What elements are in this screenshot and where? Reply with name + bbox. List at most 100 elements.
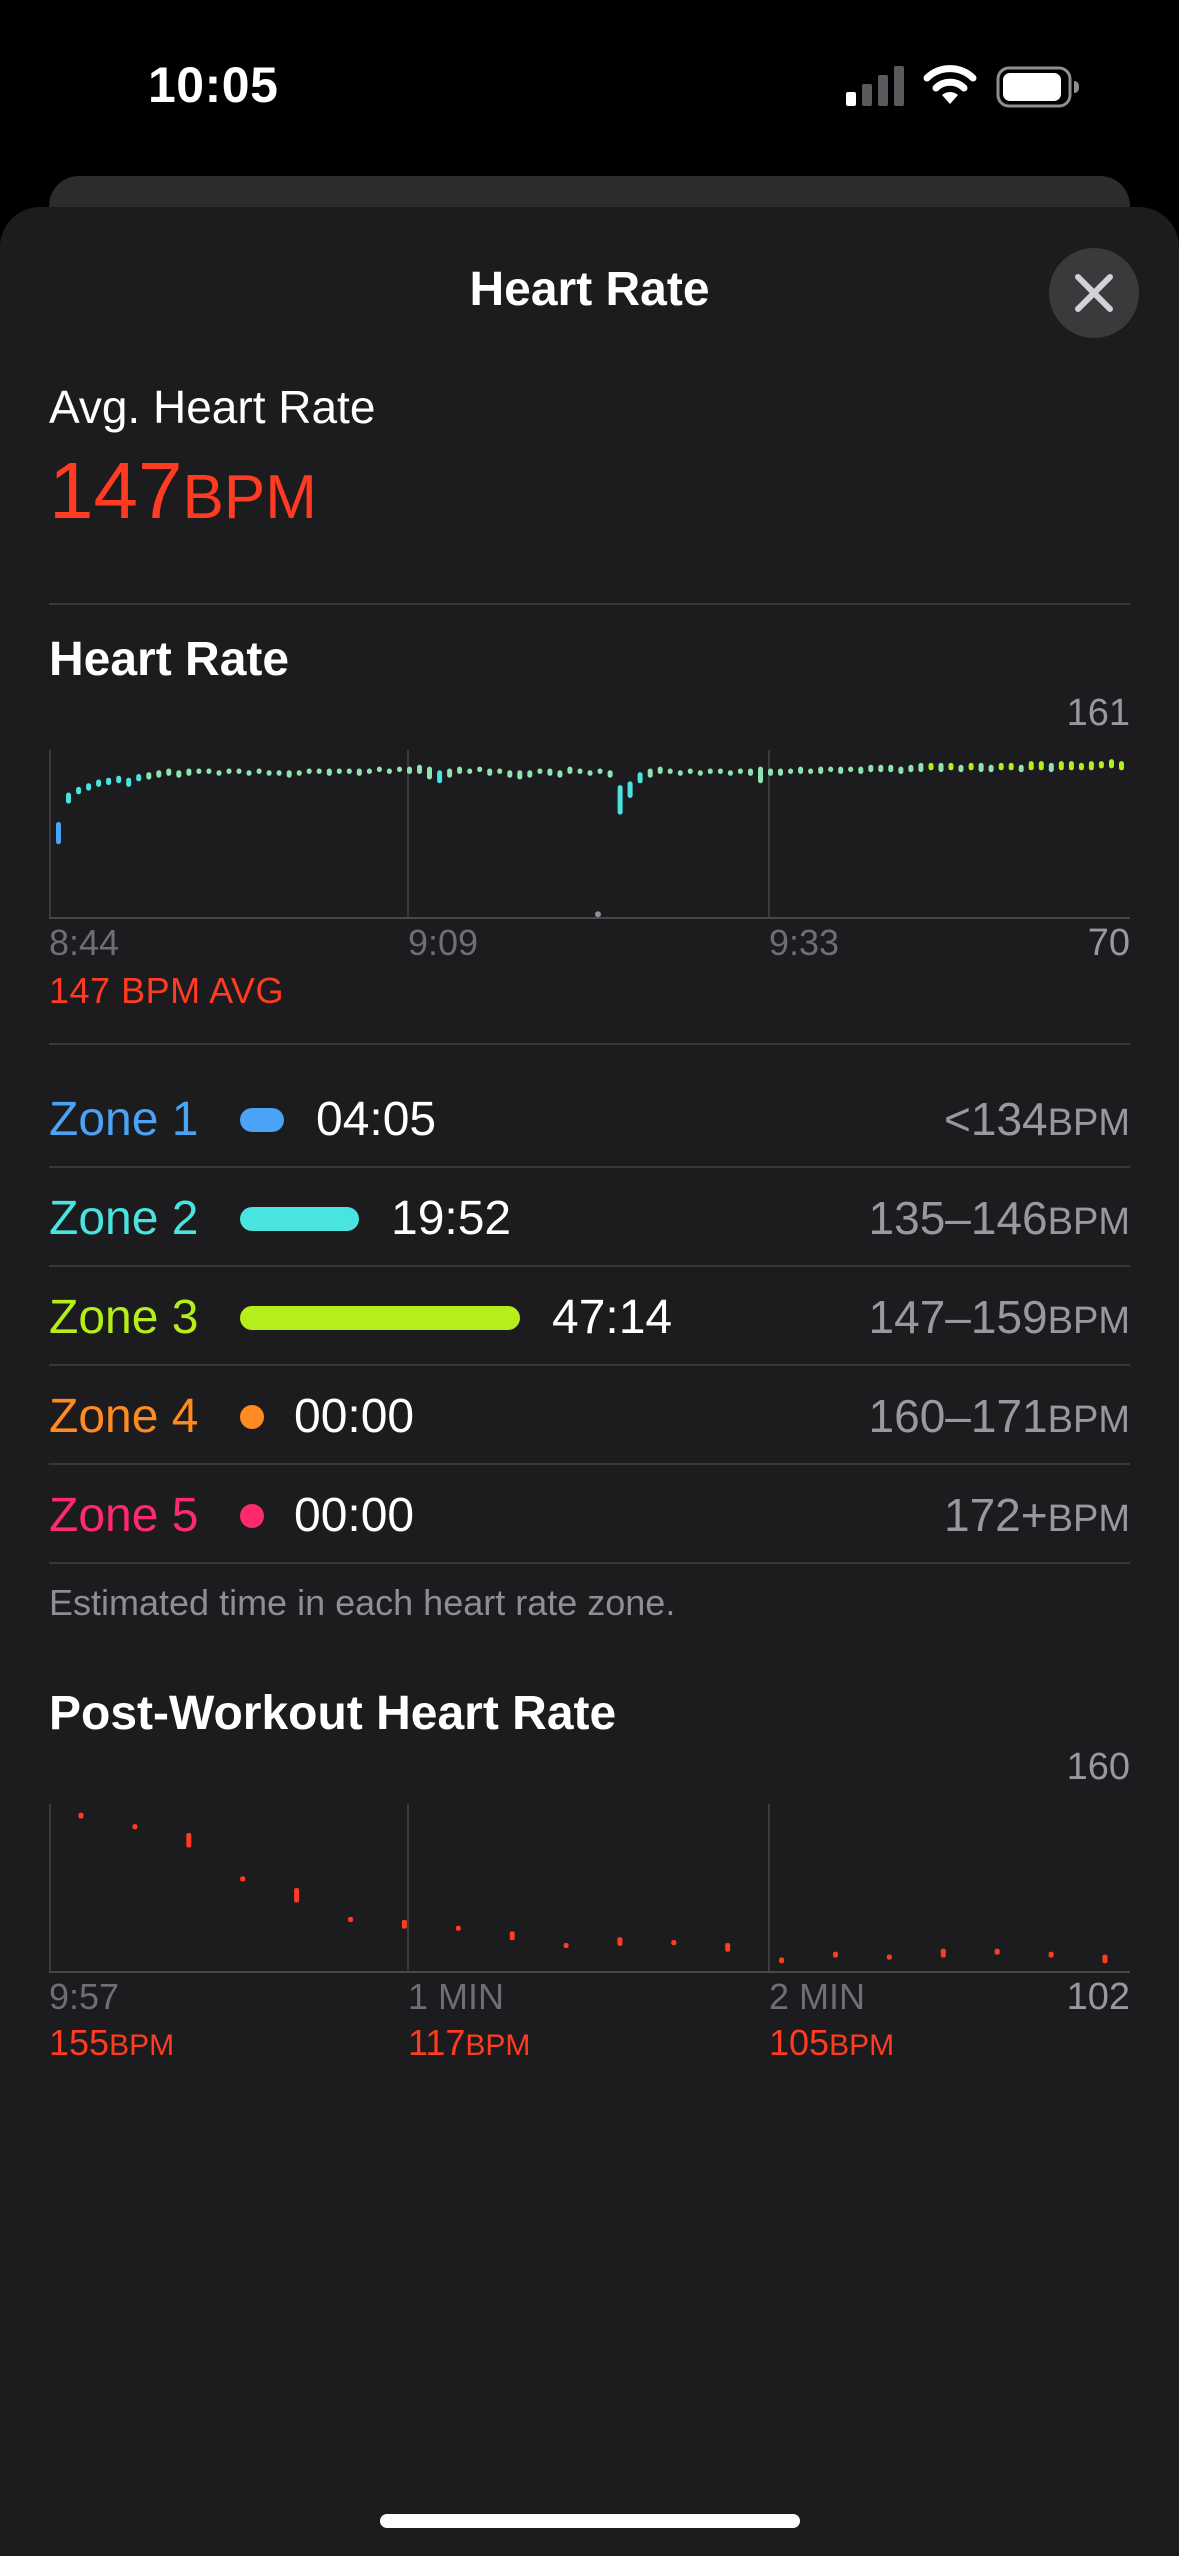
heart-rate-sheet — [0, 207, 1179, 2556]
heart-rate-bar — [547, 768, 553, 776]
heart-rate-bar — [176, 770, 182, 778]
zone-range-value: <134 — [944, 1093, 1048, 1145]
zone-range-unit: BPM — [1047, 1300, 1130, 1342]
post-workout-point — [779, 1957, 785, 1964]
post-workout-x-tick: 1 MIN — [408, 1976, 505, 2017]
heart-rate-x-tick: 9:33 — [769, 922, 840, 963]
post-workout-point — [833, 1951, 838, 1958]
heart-rate-bar — [397, 766, 402, 773]
post-workout-chart — [49, 1804, 1130, 1973]
heart-rate-bar — [888, 764, 894, 773]
post-workout-point — [563, 1943, 569, 1948]
heart-rate-bar — [697, 770, 703, 776]
heart-rate-bar — [948, 762, 954, 771]
post-workout-point — [671, 1940, 677, 1946]
heart-rate-bar — [457, 766, 463, 774]
zone-time: 00:00 — [294, 1390, 415, 1443]
heart-rate-bar — [76, 786, 82, 795]
heart-rate-bar — [758, 766, 763, 784]
heart-rate-bar — [256, 768, 262, 774]
zone-name: Zone 1 — [49, 1093, 199, 1146]
post-workout-y-min: 102 — [1066, 1976, 1130, 2018]
zone-range: 160–171BPM — [869, 1389, 1130, 1443]
heart-rate-bar — [1048, 762, 1054, 773]
heart-rate-bar — [306, 768, 312, 774]
heart-rate-bar — [417, 764, 422, 774]
stat-unit: BPM — [109, 2029, 175, 2062]
avg-value-unit: BPM — [182, 463, 317, 532]
heart-rate-bar — [607, 770, 613, 778]
heart-rate-bar — [316, 768, 322, 774]
post-workout-x-tick: 2 MIN — [769, 1976, 866, 2017]
heart-rate-bar — [617, 785, 623, 815]
heart-rate-bar — [326, 768, 332, 776]
stat-value: 117 — [408, 2022, 466, 2063]
heart-rate-bar — [858, 766, 864, 774]
avg-heart-rate-value: 147BPM — [49, 446, 317, 543]
heart-rate-bar — [1098, 761, 1104, 769]
heart-rate-bar — [798, 766, 804, 774]
post-workout-point — [1102, 1954, 1108, 1964]
zone-row: Zone 5 00:00 172+BPM — [49, 1466, 1130, 1564]
heart-rate-bar — [527, 770, 533, 778]
heart-rate-bar — [376, 766, 382, 773]
heart-rate-bar — [407, 766, 412, 774]
heart-rate-bar — [246, 770, 252, 776]
heart-rate-bar — [517, 770, 523, 780]
heart-rate-bar — [988, 764, 994, 773]
heart-rate-bar — [1109, 759, 1114, 769]
heart-rate-bar — [126, 777, 132, 787]
heart-rate-bar — [768, 768, 773, 776]
heart-rate-y-max: 161 — [1066, 692, 1130, 734]
status-time: 10:05 — [148, 57, 279, 113]
zone-duration-bar — [240, 1108, 284, 1132]
heart-rate-bar — [216, 770, 222, 776]
heart-rate-bar — [828, 766, 834, 773]
avg-heart-rate-label: Avg. Heart Rate — [49, 381, 376, 433]
heart-rate-outlier-point — [595, 911, 601, 918]
post-workout-point — [1048, 1951, 1054, 1958]
zone-time: 04:05 — [316, 1093, 437, 1146]
heart-rate-bar — [567, 766, 573, 774]
heart-rate-bar — [96, 779, 102, 787]
zone-name: Zone 4 — [49, 1390, 199, 1443]
stat-value: 105 — [769, 2022, 830, 2063]
post-workout-point — [348, 1917, 353, 1922]
zone-divider — [49, 1265, 1130, 1267]
heart-rate-bar — [898, 766, 904, 774]
post-workout-title: Post-Workout Heart Rate — [49, 1687, 617, 1740]
close-button[interactable] — [1049, 248, 1139, 338]
heart-rate-bar — [788, 768, 794, 774]
heart-rate-bar — [66, 792, 71, 804]
post-workout-point — [401, 1919, 407, 1929]
heart-rate-bar — [647, 768, 653, 778]
heart-rate-bar — [687, 768, 693, 774]
post-workout-point — [132, 1824, 138, 1830]
zone-range-unit: BPM — [1047, 1498, 1130, 1540]
heart-rate-bar — [968, 762, 974, 771]
heart-rate-bar — [1119, 761, 1124, 771]
zone-range: 135–146BPM — [869, 1191, 1130, 1245]
heart-rate-bar — [677, 770, 683, 776]
close-icon — [1075, 274, 1113, 312]
heart-rate-bar — [1028, 761, 1034, 771]
heart-rate-bar — [727, 770, 733, 776]
zone-divider — [49, 1364, 1130, 1366]
heart-rate-bar — [667, 768, 673, 774]
wifi-icon — [923, 65, 977, 104]
post-workout-point — [78, 1812, 84, 1819]
heart-rate-x-tick: 9:09 — [408, 922, 479, 963]
heart-rate-bar — [597, 768, 603, 774]
home-indicator[interactable] — [380, 2514, 800, 2528]
heart-rate-avg-caption: 147 BPM AVG — [49, 970, 284, 1011]
divider — [49, 603, 1130, 605]
heart-rate-bar — [748, 768, 753, 776]
cellular-signal-icon — [846, 66, 904, 106]
zone-time: 00:00 — [294, 1489, 415, 1542]
heart-rate-bar — [848, 766, 854, 773]
stat-unit: BPM — [465, 2029, 531, 2062]
post-workout-point — [294, 1888, 300, 1903]
post-workout-point — [186, 1833, 192, 1848]
zone-duration-bar — [240, 1207, 359, 1231]
heart-rate-bar — [86, 783, 92, 791]
